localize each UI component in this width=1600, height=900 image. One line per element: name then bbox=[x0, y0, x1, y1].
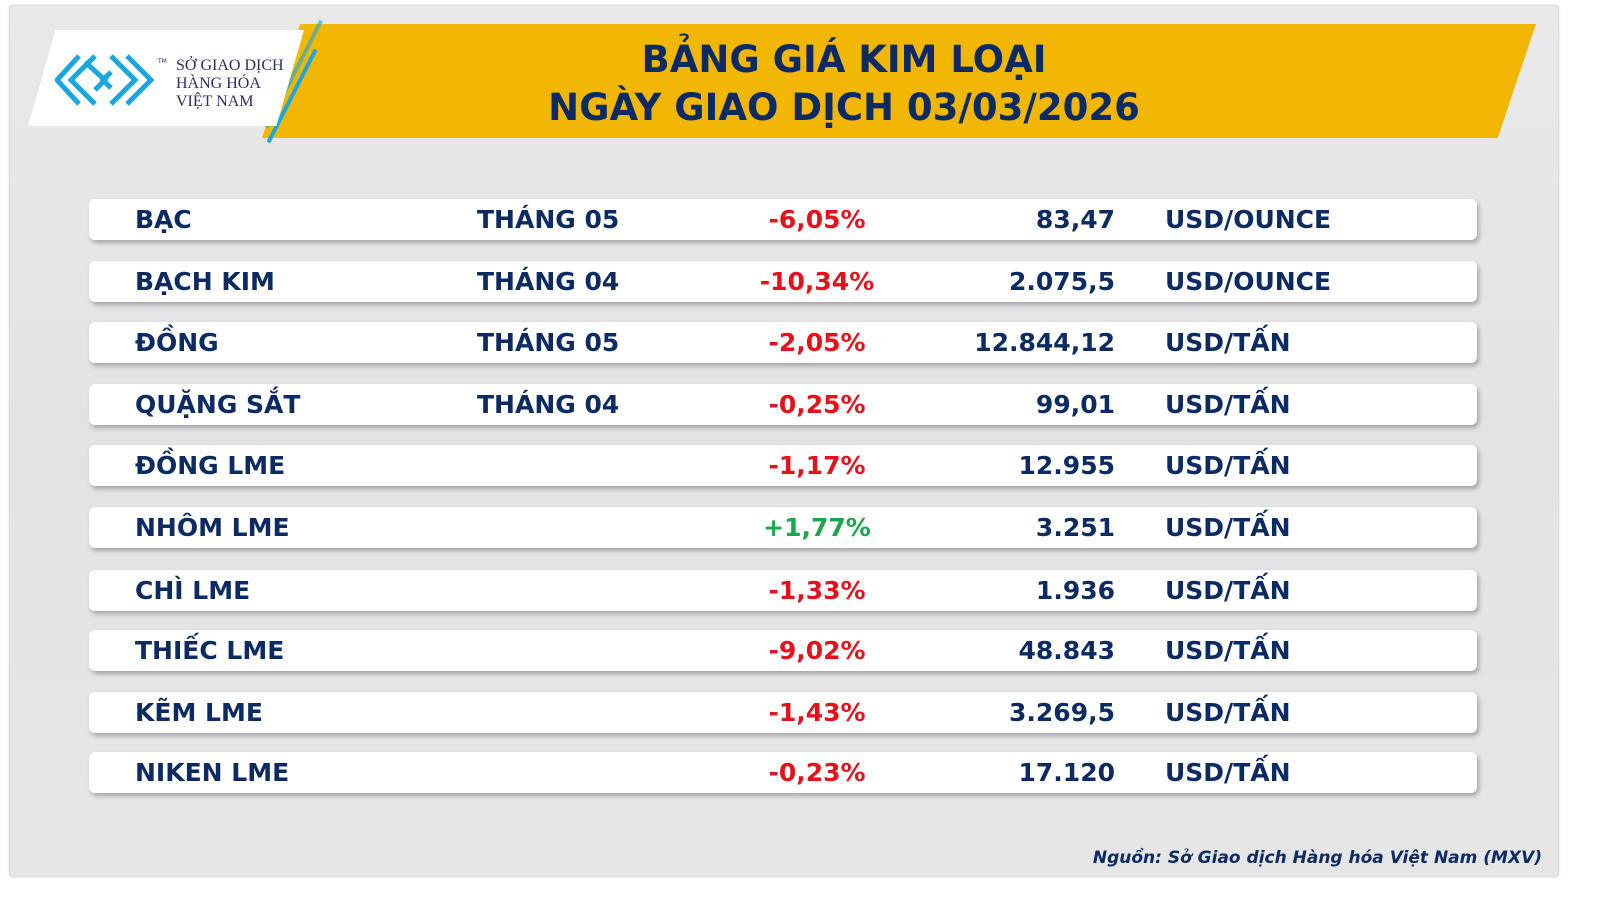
table-row: BẠC THÁNG 05 -6,05% 83,47 USD/OUNCE bbox=[89, 199, 1477, 240]
price-unit: USD/TẤN bbox=[1165, 513, 1291, 542]
logo-text: SỞ GIAO DỊCH HÀNG HÓA VIỆT NAM bbox=[176, 57, 284, 111]
price-unit: USD/TẤN bbox=[1165, 576, 1291, 605]
price-value: 83,47 bbox=[1035, 205, 1115, 234]
change-percent: -1,33% bbox=[768, 576, 866, 605]
price-value: 1.936 bbox=[1035, 576, 1115, 605]
price-value: 3.251 bbox=[1035, 513, 1115, 542]
commodity-name: NHÔM LME bbox=[135, 513, 290, 542]
price-value: 12.955 bbox=[1018, 451, 1115, 480]
contract-month: THÁNG 04 bbox=[477, 267, 620, 296]
title-line-1: BẢNG GIÁ KIM LOẠI bbox=[641, 38, 1047, 81]
commodity-name: ĐỒNG bbox=[135, 328, 219, 357]
table-row: QUẶNG SẮT THÁNG 04 -0,25% 99,01 USD/TẤN bbox=[89, 384, 1477, 425]
contract-month: THÁNG 05 bbox=[477, 328, 620, 357]
table-row: NHÔM LME +1,77% 3.251 USD/TẤN bbox=[89, 507, 1477, 548]
change-percent: -6,05% bbox=[768, 205, 866, 234]
logo-line-1: SỞ GIAO DỊCH bbox=[176, 57, 284, 74]
table-row: ĐỒNG THÁNG 05 -2,05% 12.844,12 USD/TẤN bbox=[89, 322, 1477, 363]
commodity-name: CHÌ LME bbox=[135, 576, 251, 605]
table-row: NIKEN LME -0,23% 17.120 USD/TẤN bbox=[89, 752, 1477, 793]
change-percent: -2,05% bbox=[768, 328, 866, 357]
commodity-name: BẠCH KIM bbox=[135, 267, 275, 296]
commodity-name: ĐỒNG LME bbox=[135, 451, 286, 480]
change-percent: -1,43% bbox=[768, 698, 866, 727]
commodity-name: NIKEN LME bbox=[135, 758, 290, 787]
change-percent: -0,23% bbox=[768, 758, 866, 787]
table-row: CHÌ LME -1,33% 1.936 USD/TẤN bbox=[89, 570, 1477, 611]
price-unit: USD/TẤN bbox=[1165, 698, 1291, 727]
logo-line-2: HÀNG HÓA bbox=[176, 75, 261, 92]
contract-month: THÁNG 04 bbox=[477, 390, 620, 419]
contract-month: THÁNG 05 bbox=[477, 205, 620, 234]
change-percent: -9,02% bbox=[768, 636, 866, 665]
commodity-name: BẠC bbox=[135, 205, 192, 234]
logo-line-3: VIỆT NAM bbox=[176, 93, 254, 110]
price-unit: USD/TẤN bbox=[1165, 390, 1291, 419]
price-value: 99,01 bbox=[1035, 390, 1115, 419]
commodity-name: KẼM LME bbox=[135, 698, 263, 727]
price-unit: USD/OUNCE bbox=[1165, 267, 1332, 296]
change-percent: -1,17% bbox=[768, 451, 866, 480]
price-value: 48.843 bbox=[1018, 636, 1115, 665]
page-title: BẢNG GIÁ KIM LOẠI NGÀY GIAO DỊCH 03/03/2… bbox=[262, 36, 1426, 132]
table-row: BẠCH KIM THÁNG 04 -10,34% 2.075,5 USD/OUNCE bbox=[89, 261, 1477, 302]
change-percent: -10,34% bbox=[759, 267, 875, 296]
price-value: 3.269,5 bbox=[1009, 698, 1115, 727]
price-value: 17.120 bbox=[1018, 758, 1115, 787]
table-row: ĐỒNG LME -1,17% 12.955 USD/TẤN bbox=[89, 445, 1477, 486]
title-line-2: NGÀY GIAO DỊCH 03/03/2026 bbox=[548, 86, 1140, 129]
price-unit: USD/OUNCE bbox=[1165, 205, 1332, 234]
change-percent: +1,77% bbox=[763, 513, 871, 542]
trademark: TM bbox=[158, 58, 167, 65]
table-row: THIẾC LME -9,02% 48.843 USD/TẤN bbox=[89, 630, 1477, 671]
table-row: KẼM LME -1,43% 3.269,5 USD/TẤN bbox=[89, 692, 1477, 733]
price-value: 12.844,12 bbox=[974, 328, 1115, 357]
change-percent: -0,25% bbox=[768, 390, 866, 419]
commodity-name: THIẾC LME bbox=[135, 636, 285, 665]
header-banner bbox=[262, 24, 1536, 138]
price-value: 2.075,5 bbox=[1009, 267, 1115, 296]
mxv-logo-icon bbox=[55, 54, 155, 106]
price-unit: USD/TẤN bbox=[1165, 328, 1291, 357]
price-unit: USD/TẤN bbox=[1165, 758, 1291, 787]
commodity-name: QUẶNG SẮT bbox=[135, 390, 301, 419]
source-note: Nguồn: Sở Giao dịch Hàng hóa Việt Nam (M… bbox=[1092, 848, 1542, 868]
price-unit: USD/TẤN bbox=[1165, 636, 1291, 665]
price-unit: USD/TẤN bbox=[1165, 451, 1291, 480]
